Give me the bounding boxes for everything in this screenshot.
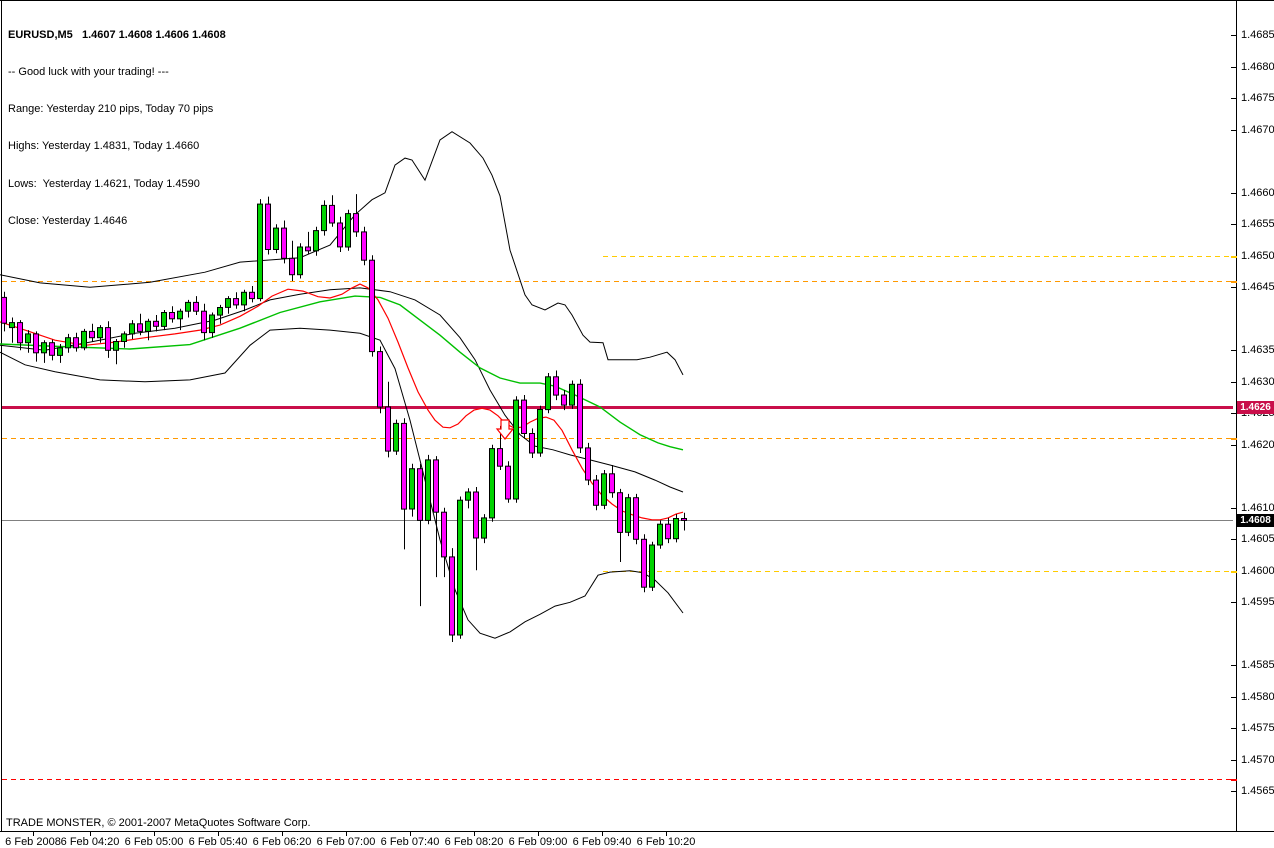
- price-axis-label: 1.4645: [1241, 281, 1274, 293]
- hline-axis-tick: [1231, 571, 1237, 573]
- price-axis-tick: [1231, 665, 1237, 666]
- time-axis-label: 6 Feb 08:20: [444, 836, 504, 848]
- time-axis-tick: [538, 832, 539, 836]
- time-axis-label: 6 Feb 10:20: [636, 836, 696, 848]
- time-axis-label: 6 Feb 05:00: [124, 836, 184, 848]
- price-axis-tick: [1231, 224, 1237, 225]
- price-axis-label: 1.4660: [1241, 187, 1274, 199]
- bollinger-middle: [0, 287, 684, 493]
- price-axis-label: 1.4585: [1241, 659, 1274, 671]
- hline-axis-tick: [1231, 438, 1237, 440]
- price-axis-tick: [1231, 791, 1237, 792]
- price-axis-tick: [1231, 728, 1237, 729]
- time-axis-tick: [666, 832, 667, 836]
- time-axis-tick: [282, 832, 283, 836]
- time-axis-tick: [90, 832, 91, 836]
- price-axis-tick: [1231, 130, 1237, 131]
- price-axis-tick: [1231, 382, 1237, 383]
- fast-ma-red: [0, 283, 684, 521]
- slow-ma-green: [0, 295, 684, 451]
- time-axis-tick: [474, 832, 475, 836]
- price-axis-label: 1.4630: [1241, 376, 1274, 388]
- price-axis-tick: [1231, 445, 1237, 446]
- candlestick-chart[interactable]: [0, 0, 1233, 831]
- highs-line: Highs: Yesterday 1.4831, Today 1.4660: [8, 140, 200, 153]
- price-axis-label: 1.4610: [1241, 502, 1274, 514]
- price-axis-tick: [1231, 539, 1237, 540]
- time-axis-tick: [410, 832, 411, 836]
- price-axis-tick: [1231, 350, 1237, 351]
- time-axis[interactable]: 6 Feb 2008 6 Feb 04:20 6 Feb 05:00 6 Feb 05…: [0, 832, 1274, 848]
- time-axis-tick: [33, 832, 34, 836]
- price-axis-label: 1.4670: [1241, 124, 1274, 136]
- price-axis-tick: [1231, 413, 1237, 414]
- copyright-text: TRADE MONSTER, © 2001-2007 MetaQuotes So…: [6, 817, 311, 829]
- price-axis-label: 1.4580: [1241, 691, 1274, 703]
- price-axis-tick: [1231, 508, 1237, 509]
- time-axis-label: 6 Feb 05:40: [188, 836, 248, 848]
- time-axis-separator: [0, 831, 1274, 832]
- price-axis-label: 1.4620: [1241, 439, 1274, 451]
- price-axis-label: 1.4680: [1241, 61, 1274, 73]
- time-axis-tick: [218, 832, 219, 836]
- hline-axis-tick: [1231, 281, 1237, 283]
- hline-price-tag: 1.4626: [1237, 401, 1274, 414]
- sell-arrow-icon: [495, 419, 515, 440]
- price-axis-label: 1.4565: [1241, 785, 1274, 797]
- price-axis-label: 1.4685: [1241, 29, 1274, 41]
- time-axis-label: 6 Feb 09:40: [572, 836, 632, 848]
- price-axis-label: 1.4675: [1241, 92, 1274, 104]
- price-axis-tick: [1231, 67, 1237, 68]
- bollinger-lower: [0, 327, 684, 639]
- time-axis-tick: [602, 832, 603, 836]
- price-axis-tick: [1231, 697, 1237, 698]
- price-axis-label: 1.4635: [1241, 344, 1274, 356]
- price-axis-tick: [1231, 760, 1237, 761]
- price-axis-label: 1.4600: [1241, 565, 1274, 577]
- hline-axis-tick: [1231, 779, 1237, 781]
- time-axis-label: 6 Feb 07:00: [316, 836, 376, 848]
- time-axis-tick: [346, 832, 347, 836]
- price-axis-separator: [1236, 0, 1237, 831]
- price-axis-label: 1.4575: [1241, 722, 1274, 734]
- price-axis-tick: [1231, 193, 1237, 194]
- symbol-ohlc-line: EURUSD,M5 1.4607 1.4608 1.4606 1.4608: [8, 28, 226, 41]
- candles-series: [1, 194, 687, 642]
- comment-line: -- Good luck with your trading! ---: [8, 66, 169, 79]
- bid-price-tag: 1.4608: [1237, 514, 1274, 527]
- price-axis-label: 1.4605: [1241, 533, 1274, 545]
- price-axis-label: 1.4655: [1241, 218, 1274, 230]
- window-left-border: [1, 0, 2, 831]
- price-axis-tick: [1231, 98, 1237, 99]
- price-axis-tick: [1231, 35, 1237, 36]
- time-axis-label: 6 Feb 09:00: [508, 836, 568, 848]
- time-axis-label: 6 Feb 2008: [5, 836, 61, 848]
- chart-info-panel: EURUSD,M5 1.4607 1.4608 1.4606 1.4608 --…: [8, 4, 226, 252]
- lows-line: Lows: Yesterday 1.4621, Today 1.4590: [8, 177, 200, 190]
- close-line: Close: Yesterday 1.4646: [8, 214, 128, 227]
- time-axis-label: 6 Feb 06:20: [252, 836, 312, 848]
- time-axis-tick: [154, 832, 155, 836]
- price-axis-tick: [1231, 602, 1237, 603]
- price-axis-label: 1.4595: [1241, 596, 1274, 608]
- price-axis-tick: [1231, 287, 1237, 288]
- hline-axis-tick: [1231, 256, 1237, 258]
- time-axis-label: 6 Feb 07:40: [380, 836, 440, 848]
- price-axis-label: 1.4650: [1241, 250, 1274, 262]
- price-axis[interactable]: 1.4685 1.4680 1.4675 1.4670 1.4660 1.4655 1.46…: [1237, 0, 1274, 831]
- time-axis-label: 6 Feb 04:20: [60, 836, 120, 848]
- window-top-border: [0, 0, 1274, 1]
- range-line: Range: Yesterday 210 pips, Today 70 pips: [8, 103, 214, 116]
- price-axis-label: 1.4570: [1241, 754, 1274, 766]
